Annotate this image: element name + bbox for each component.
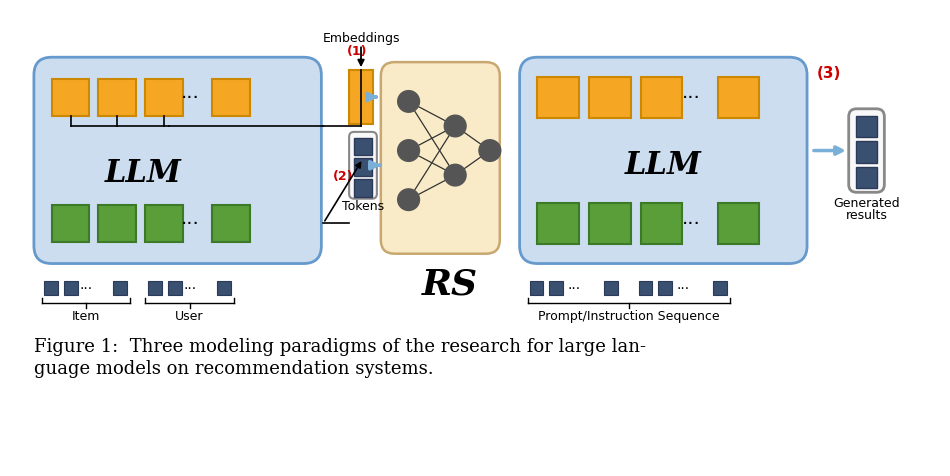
Bar [549, 282, 563, 295]
Bar [538, 78, 580, 119]
Circle shape [445, 165, 466, 187]
Text: (2): (2) [333, 169, 353, 182]
Circle shape [398, 140, 420, 162]
FancyBboxPatch shape [381, 63, 500, 254]
FancyBboxPatch shape [34, 58, 321, 264]
Bar [218, 282, 231, 295]
Bar [99, 79, 136, 117]
Bar [604, 282, 618, 295]
Text: Prompt/Instruction Sequence: Prompt/Instruction Sequence [538, 309, 719, 322]
Bar [212, 79, 250, 117]
Bar [212, 205, 250, 242]
Bar [51, 205, 89, 242]
FancyBboxPatch shape [349, 133, 377, 199]
Text: ···: ··· [682, 89, 700, 108]
Bar [712, 282, 727, 295]
Bar [718, 203, 759, 244]
Circle shape [479, 140, 501, 162]
Bar [640, 78, 682, 119]
Circle shape [445, 116, 466, 138]
Bar [718, 78, 759, 119]
Text: (1): (1) [347, 45, 368, 58]
Text: ···: ··· [682, 214, 700, 233]
Text: ···: ··· [676, 281, 690, 296]
Text: Figure 1:  Three modeling paradigms of the research for large lan-: Figure 1: Three modeling paradigms of th… [34, 337, 646, 356]
Bar [64, 282, 78, 295]
Circle shape [398, 189, 420, 211]
FancyBboxPatch shape [848, 109, 884, 193]
Circle shape [398, 91, 420, 113]
Text: LLM: LLM [625, 149, 702, 180]
Bar [51, 79, 89, 117]
Text: ···: ··· [567, 281, 580, 296]
Text: LLM: LLM [104, 158, 181, 189]
Text: ···: ··· [181, 214, 200, 233]
Text: User: User [176, 309, 204, 322]
Text: guage models on recommendation systems.: guage models on recommendation systems. [34, 359, 433, 377]
Text: RS: RS [422, 267, 478, 300]
Bar [658, 282, 673, 295]
Bar [354, 159, 371, 177]
Bar [529, 282, 543, 295]
Text: ···: ··· [80, 281, 93, 296]
Bar [589, 78, 631, 119]
Text: Generated: Generated [833, 197, 900, 209]
Bar [148, 282, 162, 295]
Bar [99, 205, 136, 242]
Text: Item: Item [72, 309, 100, 322]
Bar [856, 168, 878, 189]
Text: ···: ··· [184, 281, 197, 296]
Text: (3): (3) [817, 66, 842, 81]
Bar [640, 203, 682, 244]
Text: Embeddings: Embeddings [322, 31, 400, 45]
Bar [354, 139, 371, 156]
Text: ···: ··· [181, 89, 200, 108]
Bar [145, 205, 182, 242]
Text: Tokens: Tokens [342, 199, 384, 212]
Bar [856, 142, 878, 163]
Bar [638, 282, 653, 295]
Bar [44, 282, 58, 295]
Bar [168, 282, 181, 295]
Bar [538, 203, 580, 244]
Bar [113, 282, 127, 295]
Bar [589, 203, 631, 244]
FancyBboxPatch shape [520, 58, 808, 264]
Bar [145, 79, 182, 117]
Bar [354, 179, 371, 198]
Bar [349, 71, 373, 125]
Bar [856, 117, 878, 138]
Text: results: results [846, 208, 887, 221]
